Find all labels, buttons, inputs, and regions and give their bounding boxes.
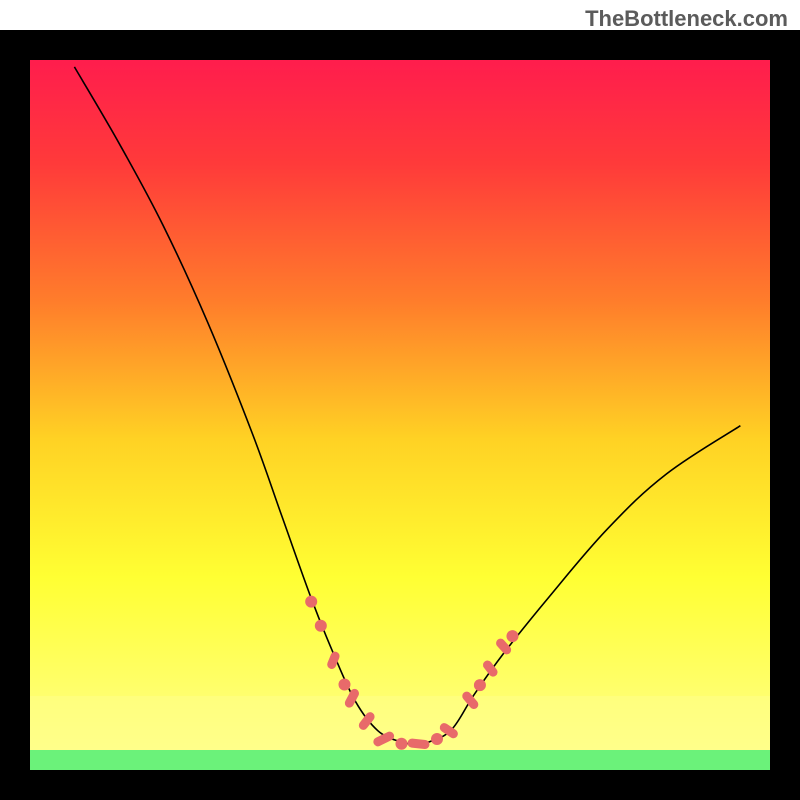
green-band [30,750,770,770]
marker-dot [431,733,443,745]
marker-dot [315,620,327,632]
marker-dot [395,738,407,750]
marker-dot [305,596,317,608]
plot-background [30,60,770,750]
marker-dot [506,630,518,642]
chart-svg [0,0,800,800]
marker-dot [339,678,351,690]
watermark-text: TheBottleneck.com [585,6,788,32]
marker-dot [474,679,486,691]
